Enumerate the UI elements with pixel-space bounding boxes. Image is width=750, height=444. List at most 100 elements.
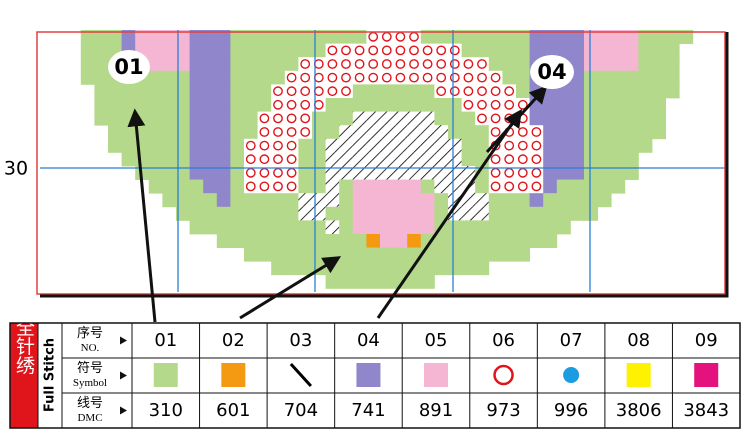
ring-stitch: [409, 72, 419, 83]
cell: [148, 179, 163, 194]
cell: [230, 30, 245, 44]
symbol: [563, 367, 580, 383]
ring-stitch: [463, 72, 474, 83]
cell: [407, 220, 422, 235]
cell: [216, 70, 231, 85]
cell: [611, 57, 626, 72]
cell: [448, 30, 462, 44]
cell: [516, 247, 530, 262]
hatch-stitch: [352, 152, 367, 166]
cell: [570, 30, 585, 44]
hatch-stitch: [448, 152, 462, 166]
cell: [80, 30, 95, 44]
hatch-stitch: [448, 166, 462, 180]
hatch-stitch: [393, 138, 408, 153]
cell: [176, 70, 190, 85]
cell: [203, 138, 218, 153]
cell: [298, 261, 313, 276]
cell: [203, 166, 218, 180]
cell: [230, 220, 245, 235]
ring-stitch: [531, 127, 542, 137]
cell: [366, 193, 381, 208]
cell: [298, 234, 313, 248]
cell: [244, 98, 258, 112]
ring-stitch: [259, 154, 270, 165]
cell: [624, 125, 639, 140]
cell: [216, 43, 231, 58]
cell: [108, 98, 122, 112]
ring-stitch: [422, 59, 433, 69]
cell: [461, 111, 476, 126]
hatch-stitch: [407, 111, 421, 126]
cell: [584, 30, 598, 44]
ring-stitch: [463, 99, 474, 110]
cell: [529, 220, 544, 235]
cell: [352, 261, 367, 276]
cell: [475, 234, 490, 248]
cell: [108, 125, 122, 140]
cell: [420, 179, 435, 194]
ring-stitch: [286, 127, 297, 137]
cell: [516, 220, 530, 235]
row-arrow: [120, 371, 127, 380]
ring-stitch: [327, 59, 338, 69]
row-header-en: Symbol: [73, 377, 107, 389]
cell: [230, 179, 245, 194]
cell: [665, 57, 680, 72]
cell: [244, 193, 258, 208]
cell: [584, 138, 598, 153]
cell: [556, 220, 571, 235]
cell: [339, 247, 354, 262]
cell: [529, 30, 544, 44]
cell: [393, 179, 408, 194]
cell: [556, 111, 571, 126]
hatch-stitch: [339, 152, 353, 166]
hatch-stitch: [420, 152, 435, 166]
ring-stitch: [354, 45, 365, 56]
hatch-stitch: [339, 125, 353, 139]
ring-stitch: [327, 45, 338, 56]
callout-label: 01: [114, 55, 143, 79]
cell: [380, 261, 394, 276]
ring-stitch: [517, 140, 528, 151]
cell: [611, 166, 626, 180]
ring-stitch: [395, 45, 406, 56]
cell: [216, 57, 231, 72]
symbol: [626, 363, 651, 387]
cell: [339, 179, 354, 194]
ring-stitch: [273, 113, 283, 124]
cell: [189, 179, 204, 194]
cell: [543, 220, 558, 235]
cell: [257, 70, 272, 85]
cell: [475, 247, 490, 262]
hatch-stitch: [461, 206, 476, 221]
cell: [339, 111, 354, 126]
cell: [162, 193, 177, 208]
ring-stitch: [409, 45, 419, 56]
hatch-stitch: [325, 193, 340, 207]
cell: [665, 84, 680, 99]
ring-stitch: [341, 86, 351, 97]
cell: [298, 247, 313, 262]
cell: [298, 166, 313, 180]
cell: [597, 111, 612, 126]
cell: [271, 206, 286, 221]
hatch-stitch: [420, 138, 435, 153]
ring-stitch: [449, 45, 460, 56]
cell: [597, 57, 612, 72]
cell: [393, 193, 408, 208]
hatch-stitch: [366, 152, 380, 166]
hatch-stitch: [475, 193, 489, 207]
cell: [502, 70, 517, 85]
cell: [570, 111, 585, 126]
hatch-stitch: [352, 166, 367, 180]
cell: [271, 234, 286, 248]
cell: [502, 30, 517, 44]
cell: [230, 111, 245, 126]
cell: [203, 70, 218, 85]
cell: [502, 193, 517, 208]
cell: [556, 179, 571, 194]
cell: [434, 206, 449, 221]
ring-stitch: [300, 113, 311, 124]
cell: [570, 193, 585, 208]
